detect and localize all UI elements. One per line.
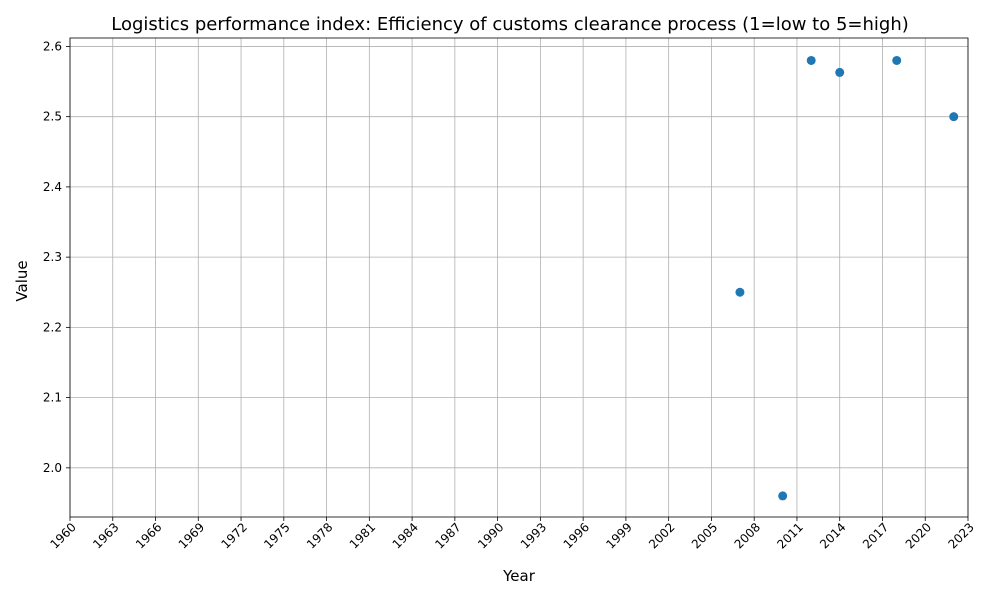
x-tick-label: 2017: [860, 520, 891, 551]
x-tick-label: 1978: [304, 520, 335, 551]
grid-lines: [69, 38, 969, 517]
data-point: [949, 112, 959, 122]
data-point: [835, 67, 845, 77]
x-tick-label: 1993: [518, 520, 549, 551]
plot-frame: [69, 37, 969, 518]
axes: [66, 37, 969, 521]
data-point: [735, 287, 745, 297]
x-tick-label: 1963: [90, 520, 121, 551]
x-tick-label: 1999: [603, 520, 634, 551]
y-tick-label: 2.0: [43, 461, 62, 475]
x-tick-label: 2011: [774, 520, 805, 551]
x-tick-label: 2008: [732, 520, 763, 551]
y-tick-label: 2.3: [43, 250, 62, 264]
tick-labels: 1960 1963 1966 1969 1972 1975 1978 1981 1984 1987…: [43, 39, 977, 551]
x-tick-label: 1996: [561, 520, 592, 551]
y-tick-label: 2.6: [43, 39, 62, 53]
x-tick-label: 2002: [646, 520, 677, 551]
x-tick-label: 1990: [475, 520, 506, 551]
y-axis-title: Value: [13, 260, 31, 301]
y-tick-label: 2.2: [43, 320, 62, 334]
x-tick-label: 1975: [261, 520, 292, 551]
x-tick-label: 2005: [689, 520, 720, 551]
x-tick-label: 1987: [432, 520, 463, 551]
x-tick-label: 1960: [47, 520, 78, 551]
x-tick-label: 1969: [176, 520, 207, 551]
data-point: [778, 491, 788, 501]
x-tick-label: 1966: [133, 520, 164, 551]
x-tick-label: 2023: [945, 520, 976, 551]
data-point: [892, 55, 902, 65]
data-points: [735, 55, 959, 501]
data-point: [806, 55, 816, 65]
x-tick-label: 1972: [218, 520, 249, 551]
chart-title: Logistics performance index: Efficiency …: [111, 14, 909, 35]
x-tick-label: 2014: [817, 520, 848, 551]
y-tick-label: 2.5: [43, 110, 62, 124]
y-tick-label: 2.1: [43, 391, 62, 405]
x-axis-title: Year: [502, 567, 536, 585]
x-tick-label: 1981: [347, 520, 378, 551]
y-tick-label: 2.4: [43, 180, 62, 194]
x-tick-label: 1984: [390, 520, 421, 551]
x-tick-label: 2020: [903, 520, 934, 551]
